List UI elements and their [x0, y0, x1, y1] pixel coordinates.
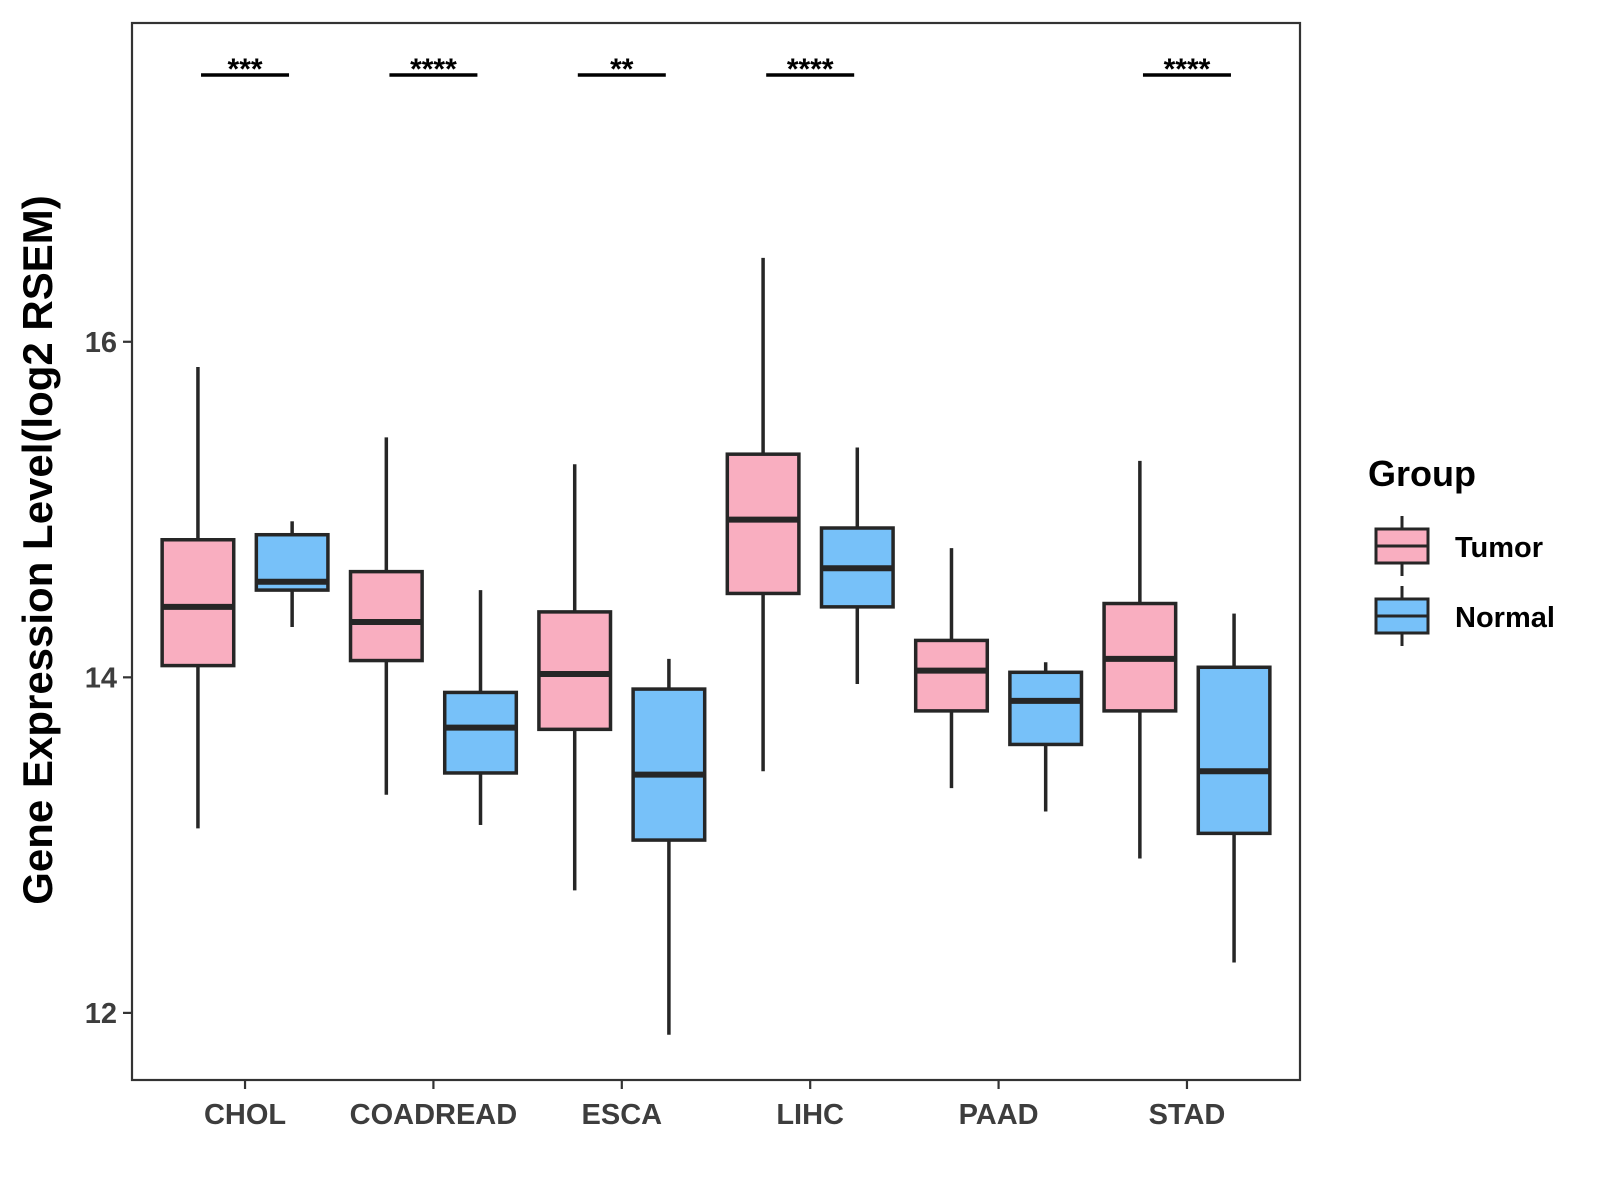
significance-stad: **** [1142, 53, 1231, 86]
box-iqr [442, 690, 519, 775]
x-tick-label: LIHC [776, 1099, 844, 1131]
box-iqr [1196, 665, 1272, 836]
significance-chol: *** [201, 53, 290, 86]
x-tick-label: ESCA [582, 1099, 663, 1131]
y-tick-label: 12 [85, 998, 117, 1030]
plot-border [130, 21, 1302, 1082]
legend-item-tumor: Tumor [1374, 516, 1543, 576]
x-tick-label: STAD [1149, 1099, 1226, 1131]
box-tumor-chol [160, 366, 236, 829]
significance-label: *** [228, 53, 263, 86]
legend-label: Tumor [1455, 532, 1543, 564]
box-iqr [725, 452, 801, 596]
box-normal-coadread [442, 590, 519, 825]
y-axis-title: Gene Expression Level(log2 RSEM) [14, 195, 61, 905]
legend-item-normal: Normal [1374, 586, 1555, 646]
box-iqr [1008, 670, 1084, 747]
legend: Group Tumor Normal [1368, 453, 1555, 646]
axes: 12 14 16 CHOL COADREAD ESCA LIHC PAAD STAD [85, 327, 1226, 1131]
significance-coadread: **** [389, 53, 478, 86]
y-tick-label: 16 [85, 327, 117, 359]
box-iqr [537, 610, 613, 732]
box-iqr [631, 687, 707, 842]
significance-lihc: **** [766, 53, 855, 86]
box-iqr [348, 569, 424, 663]
box-normal-esca [631, 658, 707, 1035]
significance-label: **** [410, 53, 457, 86]
y-tick-label: 14 [85, 662, 117, 694]
box-normal-chol [254, 521, 330, 627]
series-normal [254, 447, 1272, 1035]
box-normal-paad [1008, 662, 1084, 812]
box-tumor-stad [1102, 460, 1178, 859]
x-tick-label: PAAD [959, 1099, 1039, 1131]
plot-area: *** **** ** **** **** [160, 53, 1272, 1035]
significance-esca: ** [577, 53, 666, 86]
significance-label: ** [610, 53, 634, 86]
significance-label: **** [1164, 53, 1211, 86]
legend-label: Normal [1455, 602, 1555, 634]
legend-title: Group [1368, 453, 1476, 494]
box-tumor-paad [913, 548, 990, 789]
box-tumor-coadread [348, 437, 424, 795]
box-tumor-esca [537, 464, 613, 891]
box-normal-stad [1196, 613, 1272, 963]
x-tick-label: CHOL [204, 1099, 286, 1131]
box-iqr [160, 538, 236, 668]
box-normal-lihc [819, 447, 895, 685]
x-tick-label: COADREAD [350, 1099, 518, 1131]
box-tumor-lihc [725, 257, 801, 772]
significance-label: **** [787, 53, 834, 86]
box-iqr [913, 638, 990, 713]
series-tumor [160, 257, 1178, 891]
